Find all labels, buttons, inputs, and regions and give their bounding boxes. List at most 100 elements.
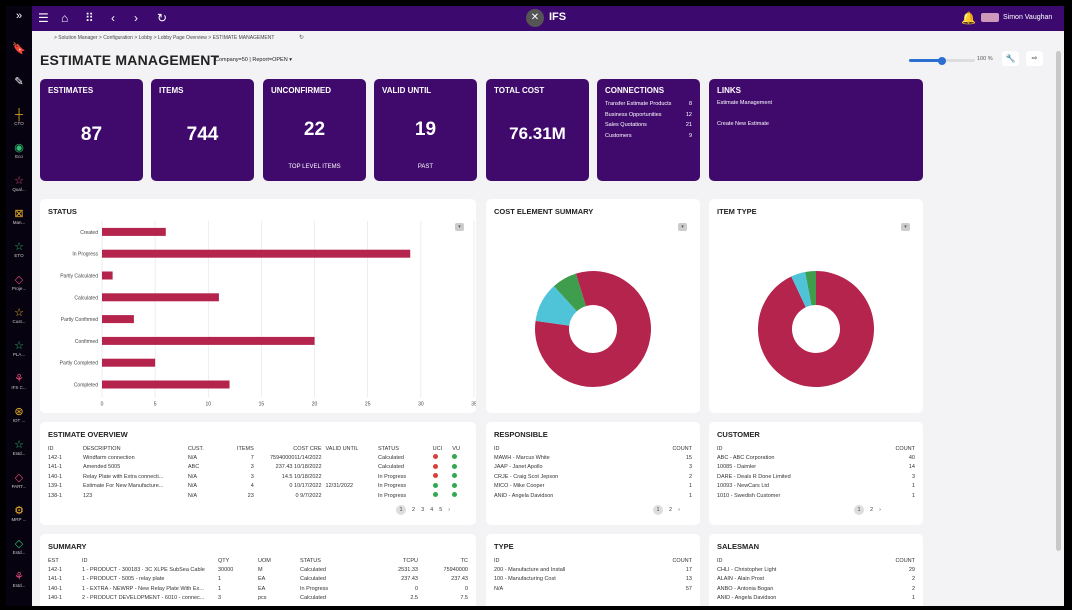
col-header[interactable]: COUNT — [895, 445, 915, 452]
bar[interactable] — [102, 293, 219, 302]
col-header[interactable]: VU — [452, 445, 460, 452]
table-row[interactable]: 140-1 1 - EXTRA - NEWRP - New Relay Plate… — [46, 584, 470, 594]
unconfirmed-card[interactable]: UNCONFIRMED 22 TOP LEVEL ITEMS — [263, 79, 366, 181]
apps-grid-icon[interactable]: ⠿ — [85, 11, 94, 25]
pie-slice[interactable] — [535, 271, 651, 387]
page-button[interactable]: › — [678, 507, 680, 513]
table-row[interactable]: N/A 57 — [492, 584, 694, 594]
connection-item[interactable]: Transfer Estimate Products 8 — [605, 99, 692, 110]
page-button[interactable]: 3 — [421, 507, 425, 513]
col-header[interactable]: ID — [717, 557, 723, 564]
table-row[interactable]: 142-1 1 - PRODUCT - 300183 · 3C XLPE SubS… — [46, 565, 470, 575]
table-row[interactable]: 200 - Manufacture and Install 17 — [492, 565, 694, 575]
valid-until-card[interactable]: VALID UNTIL 19 PAST — [374, 79, 477, 181]
home-icon[interactable]: ⌂ — [61, 11, 69, 25]
table-row[interactable]: JAAP - Janet Apollo 3 — [492, 463, 694, 473]
wrench-icon[interactable]: 🔧 — [1002, 51, 1019, 66]
connection-item[interactable]: Sales Quotations 21 — [605, 120, 692, 131]
table-row[interactable]: 10093 - NewCars Ltd 1 — [715, 482, 917, 492]
table-row[interactable]: 139-1 Estimate For New Manufacture... N/A 4… — [46, 482, 470, 492]
sidebar-item[interactable]: ☆ ETO — [6, 241, 32, 259]
back-icon[interactable]: ‹ — [111, 11, 115, 25]
bar[interactable] — [102, 315, 134, 324]
col-header[interactable]: VALID UNTIL — [325, 445, 359, 452]
zoom-slider[interactable] — [909, 56, 975, 65]
bar[interactable] — [102, 358, 156, 367]
connection-item[interactable]: Customers 9 — [605, 131, 692, 142]
link-create-new-estimate[interactable]: Create New Estimate — [717, 121, 769, 127]
col-header[interactable]: CUST. — [187, 445, 204, 452]
table-row[interactable]: MICO - Mike Cooper 1 — [492, 482, 694, 492]
sidebar-item[interactable]: ☆ PLA... — [6, 340, 32, 358]
sidebar-item[interactable]: ⊛ IOT ... — [6, 406, 32, 424]
connection-item[interactable]: Business Opportunities 12 — [605, 110, 692, 121]
table-row[interactable]: ANID - Angela Davidson 1 — [715, 594, 917, 604]
sidebar-item[interactable]: ⚘ Estd... — [6, 571, 32, 589]
page-button[interactable]: 2 — [669, 507, 673, 513]
table-row[interactable]: ABC - ABC Corporation 40 — [715, 453, 917, 463]
bar[interactable] — [102, 271, 113, 280]
zoom-slider-handle[interactable] — [938, 56, 946, 65]
col-header[interactable]: STATUS — [378, 445, 399, 452]
breadcrumb[interactable]: > Solution Manager > Configuration > Lob… — [54, 35, 275, 41]
table-row[interactable]: DARE - Deals R Done Limited 3 — [715, 472, 917, 482]
page-button[interactable]: 5 — [439, 507, 443, 513]
panel-dropdown-icon[interactable]: ▾ — [455, 223, 464, 231]
col-header[interactable]: ITEMS — [236, 445, 254, 452]
sidebar-item[interactable]: » — [6, 10, 32, 22]
sidebar-item[interactable]: ✎ — [6, 76, 32, 88]
forward-icon[interactable]: › — [134, 11, 138, 25]
page-button[interactable]: 4 — [430, 507, 434, 513]
menu-icon[interactable]: ☰ — [38, 11, 49, 25]
page-button[interactable]: › — [448, 507, 451, 513]
notification-bell-icon[interactable]: 🔔 — [961, 11, 976, 25]
user-name[interactable]: Simon Vaughan — [1003, 14, 1053, 21]
bar[interactable] — [102, 380, 230, 389]
bar[interactable] — [102, 249, 411, 258]
table-row[interactable]: 141-1 Amended 5005 ABC 3 237.43 10/18/2022 Ca… — [46, 463, 470, 473]
sidebar-item[interactable]: ⊠ Man... — [6, 208, 32, 226]
panel-dropdown-icon[interactable]: ▾ — [901, 223, 910, 231]
col-header[interactable]: TC — [460, 557, 468, 564]
total-cost-card[interactable]: TOTAL COST 76.31M — [486, 79, 589, 181]
link-estimate-management[interactable]: Estimate Management — [717, 100, 773, 106]
context-selector[interactable]: Company=50 | Report=OPEN ▾ — [215, 57, 292, 63]
table-row[interactable]: 10085 - Daimler 14 — [715, 463, 917, 473]
table-row[interactable]: 142-1 Windfarm connection N/A 7 7594000011/1… — [46, 453, 470, 463]
sidebar-item[interactable]: ┼ CTO — [6, 109, 32, 127]
sidebar-item[interactable]: ◇ Proje... — [6, 274, 32, 292]
vertical-scrollbar[interactable] — [1056, 51, 1061, 551]
col-header[interactable]: COUNT — [672, 445, 692, 452]
bar[interactable] — [102, 336, 315, 345]
table-row[interactable]: ANBO - Antonia Bogan 2 — [715, 584, 917, 594]
pie-slice[interactable] — [791, 272, 812, 308]
panel-dropdown-icon[interactable]: ▾ — [678, 223, 687, 231]
table-row[interactable]: 140-1 2 - PRODUCT DEVELOPMENT - 6010 - co… — [46, 594, 470, 604]
sidebar-item[interactable]: ☆ Cust... — [6, 307, 32, 325]
sidebar-item[interactable]: ⚙ MRP ... — [6, 505, 32, 523]
col-header[interactable]: QTY — [218, 557, 230, 564]
estimates-card[interactable]: ESTIMATES 87 — [40, 79, 143, 181]
col-header[interactable]: ID — [717, 445, 723, 452]
bar[interactable] — [102, 227, 166, 236]
col-header[interactable]: UCI — [432, 445, 443, 452]
page-button[interactable]: › — [879, 507, 881, 513]
table-row[interactable]: 138-1 123 N/A 23 0 9/7/2022 In Progress — [46, 491, 470, 501]
crumb-refresh-icon[interactable]: ↻ — [299, 35, 305, 41]
close-icon[interactable]: ✕ — [526, 9, 544, 27]
page-button[interactable]: 2 — [870, 507, 874, 513]
sidebar-item[interactable]: ◇ Estd... — [6, 538, 32, 556]
table-row[interactable]: MAWH - Marcus White 15 — [492, 453, 694, 463]
page-button[interactable]: 1 — [396, 505, 406, 515]
page-button[interactable]: 1 — [854, 505, 864, 515]
sidebar-item[interactable]: ◇ PART... — [6, 472, 32, 490]
table-row[interactable]: 140-1 Relay Plate with Extra connecti... N… — [46, 472, 470, 482]
col-header[interactable]: COST CRE — [293, 445, 322, 452]
sidebar-item[interactable]: ☆ Qual... — [6, 175, 32, 193]
col-header[interactable]: DESCRIPTION — [82, 445, 121, 452]
col-header[interactable]: UOM — [258, 557, 271, 564]
page-button[interactable]: 2 — [412, 507, 416, 513]
refresh-icon[interactable]: ↻ — [157, 11, 168, 25]
pie-slice[interactable] — [553, 273, 586, 312]
table-row[interactable]: CHLI - Christopher Light 29 — [715, 565, 917, 575]
